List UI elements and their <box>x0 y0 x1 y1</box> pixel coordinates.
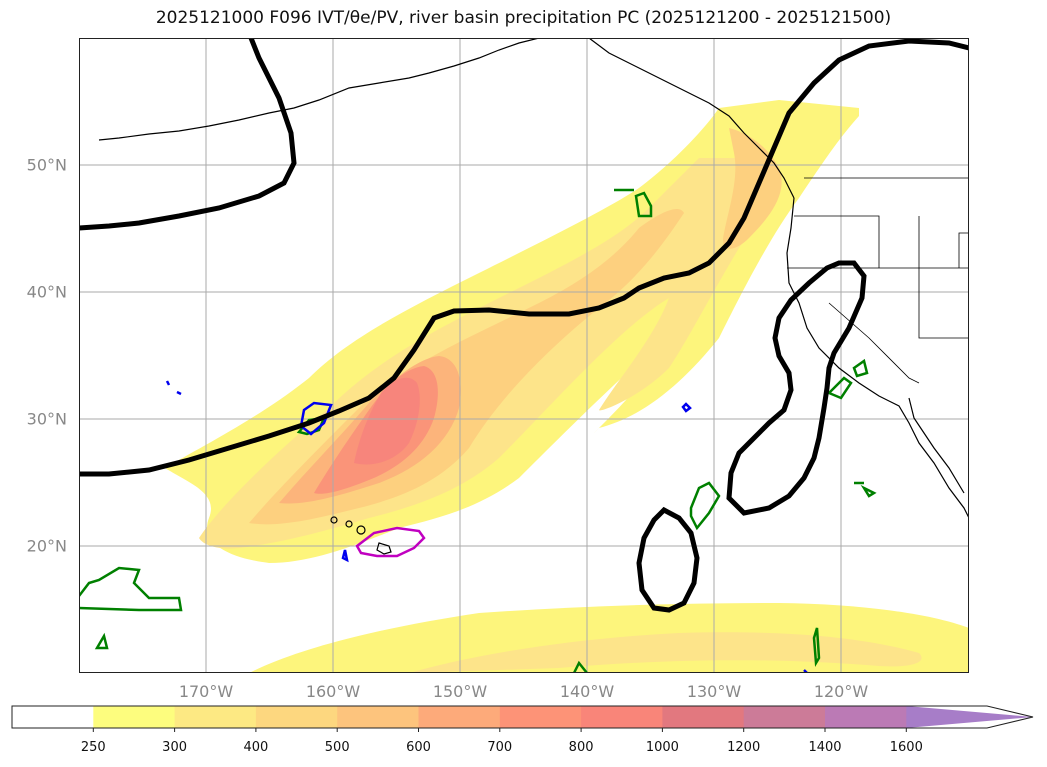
alaska-coast <box>98 38 540 141</box>
lon-label-150w: 150°W <box>432 682 488 701</box>
colorbar-segment <box>418 706 501 728</box>
colorbar-segment <box>174 706 257 728</box>
lon-label-140w: 140°W <box>559 682 615 701</box>
colorbar-segment <box>93 706 176 728</box>
hawaii-island-1 <box>330 516 338 524</box>
colorbar-outline <box>11 705 1034 729</box>
ivt-band-1000 <box>354 377 420 465</box>
colorbar-tick-label: 1000 <box>645 740 679 755</box>
alaska-panhandle <box>588 38 795 199</box>
ivt-filled-contours <box>165 100 969 673</box>
colorbar-segment <box>662 706 745 728</box>
colorbar-segment <box>12 706 94 728</box>
green-contour-west <box>79 566 183 612</box>
black-contour-loop-east <box>726 260 867 516</box>
baja-coast <box>908 397 965 494</box>
hawaii-big-island <box>376 542 392 555</box>
colorbar-tick-label: 600 <box>406 740 431 755</box>
black-contour-loop-south <box>636 506 700 613</box>
green-contour-small-1 <box>94 632 109 650</box>
green-contour-north <box>614 188 653 218</box>
green-contour-east <box>854 481 877 498</box>
blue-contour-small-1 <box>165 380 182 396</box>
colorbar-segment <box>581 706 663 728</box>
lat-label-50n: 50°N <box>26 155 67 175</box>
hawaii-island-2 <box>345 520 353 528</box>
blue-contours <box>165 380 808 673</box>
lon-label-170w: 170°W <box>178 682 234 701</box>
colorbar-tick-label: 1200 <box>727 740 761 755</box>
colorbar-tick-label: 1600 <box>889 740 923 755</box>
colorbar-segment <box>743 706 826 728</box>
colorbar-segment <box>255 706 338 728</box>
black-contour-north <box>79 38 297 231</box>
colorbar-segment <box>337 706 419 728</box>
lon-label-120w: 120°W <box>813 682 869 701</box>
black-contours <box>79 38 969 613</box>
colorbar-tick-label: 700 <box>487 740 513 755</box>
green-contour-mid <box>689 481 721 531</box>
colorbar-segments <box>12 706 1033 728</box>
colorbar-tick-label: 250 <box>80 740 106 755</box>
colorbar-segment <box>499 706 582 728</box>
colorbar-tick-label: 300 <box>162 740 188 755</box>
map-panel <box>79 38 969 673</box>
colorbar-ticks <box>92 728 907 732</box>
ivt-band-bottom-inner <box>409 632 922 673</box>
colorbar-tick-label: 500 <box>324 740 350 755</box>
blue-contour-small-2 <box>681 402 692 413</box>
colorbar-tick-label: 400 <box>243 740 269 755</box>
hawaii-island-3 <box>356 525 366 535</box>
magenta-contour <box>355 526 426 558</box>
lon-label-160w: 160°W <box>305 682 361 701</box>
green-contour-baja <box>826 358 869 400</box>
lat-label-20n: 20°N <box>26 536 67 556</box>
map-canvas <box>79 38 969 673</box>
green-contour-south <box>572 627 821 673</box>
colorbar-tick-label: 1400 <box>808 740 842 755</box>
black-contour-main <box>79 38 969 477</box>
map-title: 2025121000 F096 IVT/θe/PV, river basin p… <box>155 8 892 28</box>
blue-contour-small-3 <box>341 549 349 563</box>
colorbar-segment <box>825 706 907 728</box>
lat-label-30n: 30°N <box>26 409 67 429</box>
na-west-coast <box>786 197 969 519</box>
colorbar-segment <box>906 706 1033 728</box>
lat-label-40n: 40°N <box>26 282 67 302</box>
coastlines <box>98 38 969 555</box>
lon-label-130w: 130°W <box>686 682 742 701</box>
colorbar-tick-label: 800 <box>568 740 594 755</box>
state-borders <box>787 177 969 384</box>
